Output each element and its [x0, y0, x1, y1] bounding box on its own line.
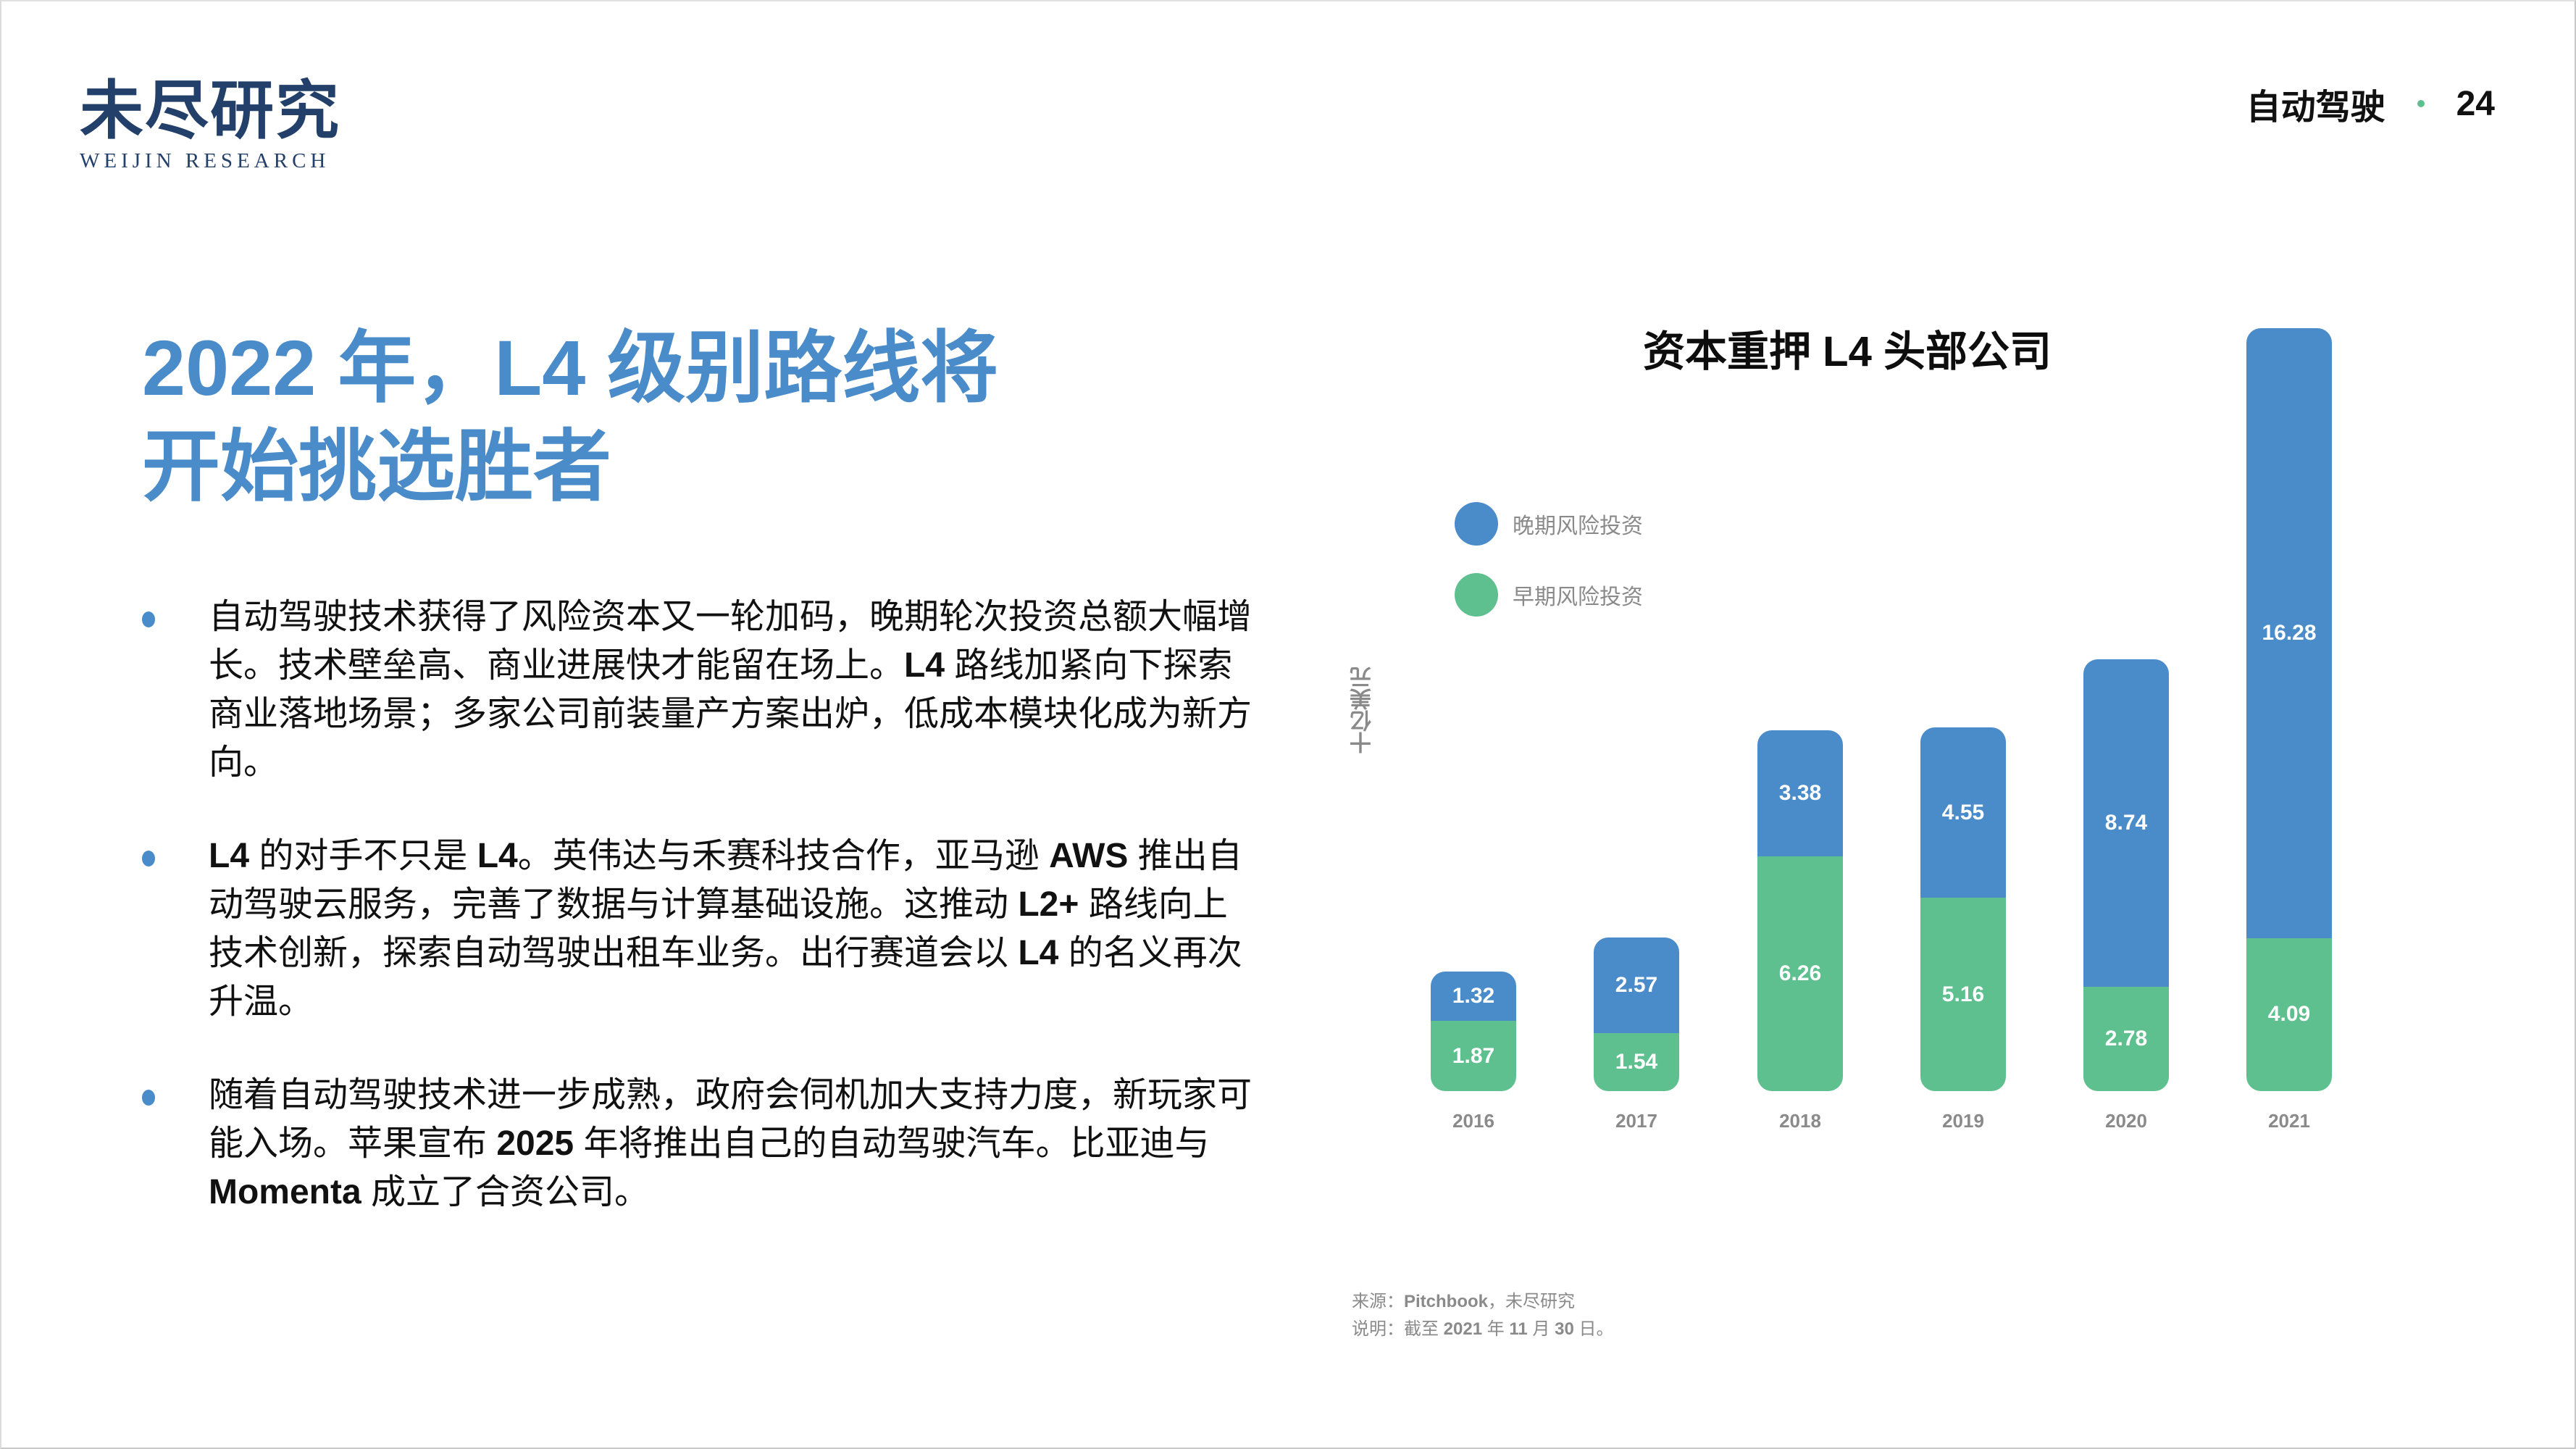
x-axis-tick-label: 2017 [1615, 1110, 1657, 1132]
x-axis-tick-label: 2021 [2268, 1110, 2310, 1132]
bar-segment-late: 3.38 [1757, 730, 1843, 857]
bar-segment-early: 2.78 [2083, 987, 2169, 1091]
page-title: 2022 年，L4 级别路线将 开始挑选胜者 [142, 319, 1301, 516]
separator-dot-icon [2417, 100, 2425, 107]
bar-segment-late: 16.28 [2246, 327, 2332, 938]
bar-segment-late: 2.57 [1594, 937, 1679, 1034]
bullet-item: 自动驾驶技术获得了风险资本又一轮加码，晚期轮次投资总额大幅增长。技术壁垒高、商业… [142, 593, 1258, 787]
legend-swatch-icon [1455, 502, 1498, 546]
legend-swatch-icon [1455, 573, 1498, 617]
page-number: 24 [2456, 84, 2495, 123]
logo-chinese: 未尽研究 [80, 72, 341, 148]
legend-item: 晚期风险投资 [1455, 502, 1643, 546]
stacked-bar: 8.74 2.78 [2083, 659, 2169, 1091]
bar-segment-late: 4.55 [1920, 727, 2006, 898]
bullet-item: L4 的对手不只是 L4。英伟达与禾赛科技合作，亚马逊 AWS 推出自动驾驶云服… [142, 832, 1258, 1026]
bullet-dot-icon [142, 851, 155, 867]
bar-segment-early: 1.54 [1594, 1033, 1679, 1091]
title-line-1: 2022 年，L4 级别路线将 [142, 324, 999, 412]
bar-segment-early: 1.87 [1431, 1021, 1516, 1091]
stacked-bar: 2.57 1.54 [1594, 937, 1679, 1091]
bar-segment-early: 5.16 [1920, 898, 2006, 1091]
legend-item: 早期风险投资 [1455, 573, 1643, 617]
stacked-bar: 1.32 1.87 [1431, 972, 1516, 1091]
page-header: 自动驾驶 24 [2246, 78, 2495, 129]
x-axis-tick-label: 2018 [1779, 1110, 1821, 1132]
logo-english: WEIJIN RESEARCH [80, 149, 330, 172]
bar-segment-late: 1.32 [1431, 972, 1516, 1022]
bar-segment-early: 4.09 [2246, 938, 2332, 1091]
bullet-list: 自动驾驶技术获得了风险资本又一轮加码，晚期轮次投资总额大幅增长。技术壁垒高、商业… [142, 593, 1258, 1261]
chart-title: 资本重押 L4 头部公司 [1643, 328, 2052, 375]
stacked-bar: 3.38 6.26 [1757, 730, 1843, 1091]
logo: 未尽研究 WEIJIN RESEARCH [80, 78, 340, 172]
stacked-bar: 4.55 5.16 [1920, 727, 2006, 1091]
chart-legend: 晚期风险投资 早期风险投资 [1455, 502, 1643, 644]
stacked-bar: 16.28 4.09 [2246, 327, 2332, 1091]
footnote-source: 来源：Pitchbook，未尽研究 [1352, 1292, 1576, 1311]
y-axis-label: 十亿美元 [1351, 667, 1375, 753]
chart-footnote: 来源：Pitchbook，未尽研究 说明：截至 2021 年 11 月 30 日… [1352, 1288, 1614, 1343]
section-title: 自动驾驶 [2246, 88, 2385, 127]
bullet-item: 随着自动驾驶技术进一步成熟，政府会伺机加大支持力度，新玩家可能入场。苹果宣布 2… [142, 1071, 1258, 1216]
bar-segment-early: 6.26 [1757, 856, 1843, 1091]
footnote-note: 说明：截至 2021 年 11 月 30 日。 [1352, 1319, 1614, 1339]
x-axis-tick-label: 2016 [1452, 1110, 1494, 1132]
bar-segment-late: 8.74 [2083, 659, 2169, 987]
title-line-2: 开始挑选胜者 [142, 422, 612, 510]
bullet-dot-icon [142, 1090, 155, 1106]
x-axis-tick-label: 2020 [2105, 1110, 2147, 1132]
bullet-dot-icon [142, 611, 155, 627]
x-axis-tick-label: 2019 [1942, 1110, 1984, 1132]
